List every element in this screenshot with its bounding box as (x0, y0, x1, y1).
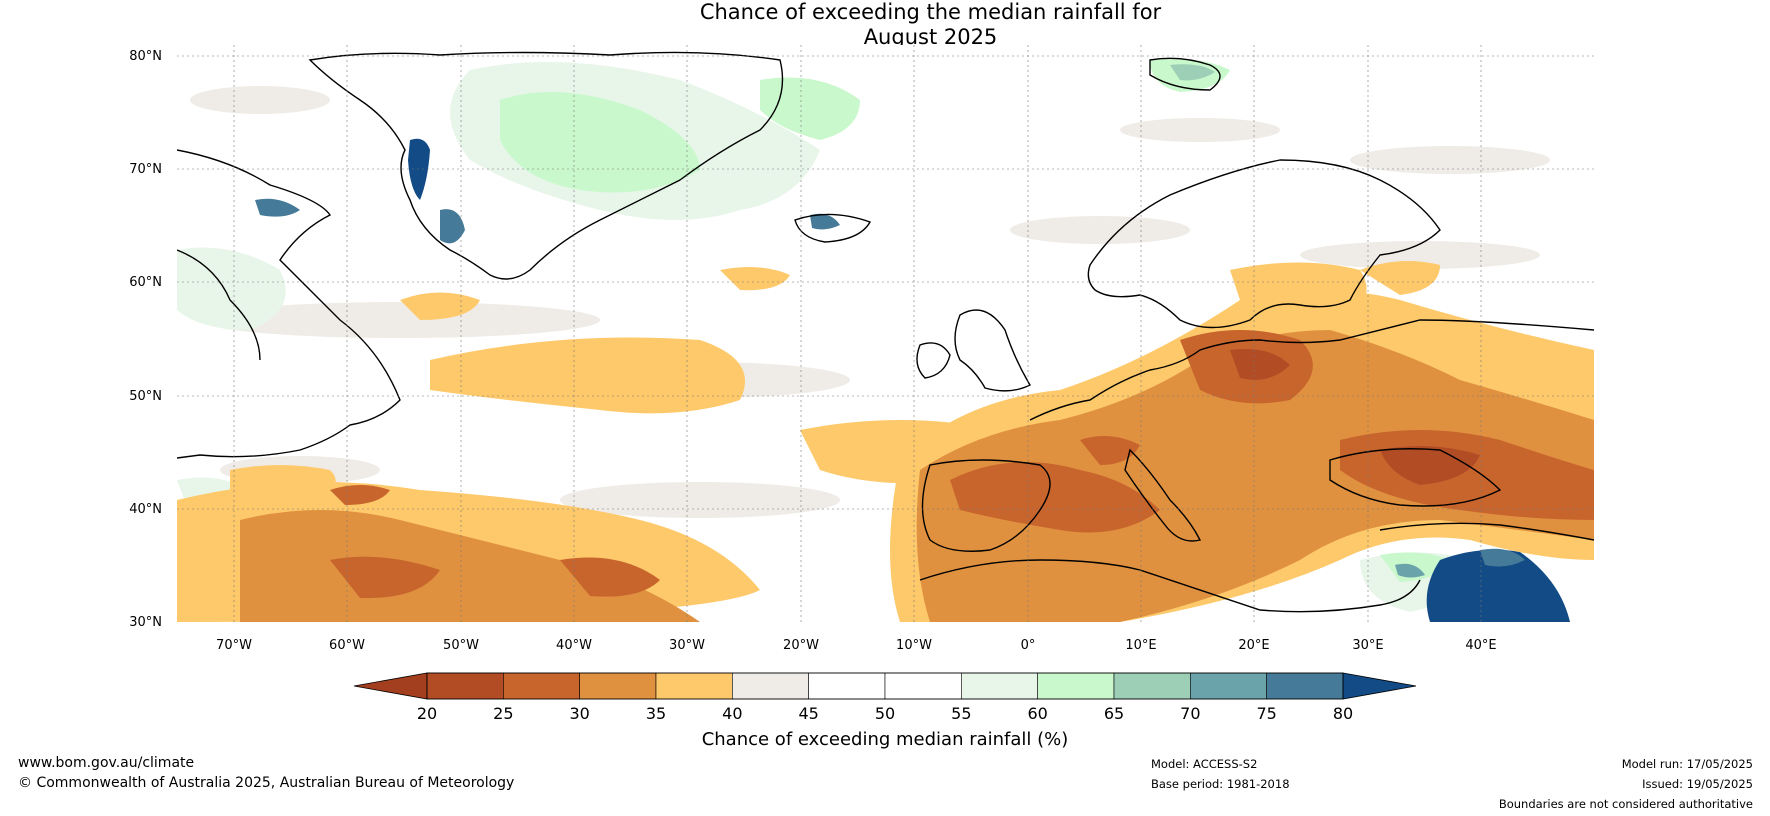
colorbar-tick-label: 35 (646, 704, 666, 723)
lat-label-50: 50°N (129, 389, 162, 404)
coastlines (177, 51, 1594, 613)
lon-label-30w: 30°W (669, 638, 705, 653)
colorbar-tick-label: 25 (493, 704, 513, 723)
website-text: www.bom.gov.au/climate (18, 755, 195, 771)
lon-label-20e: 20°E (1238, 638, 1269, 653)
colorbar-tick-label: 50 (875, 704, 895, 723)
colorbar-tick-label: 20 (417, 704, 437, 723)
colorbar-over-arrow (1342, 672, 1417, 700)
colorbar-boxes (426, 672, 1344, 700)
colorbar-tick-label: 70 (1180, 704, 1200, 723)
title-line-1: Chance of exceeding the median rainfall … (699, 0, 1162, 24)
colorbar-box (503, 672, 580, 700)
base-period-text: Base period: 1981-2018 (1151, 777, 1290, 791)
colorbar-frame (426, 672, 1344, 700)
lon-label-40e: 40°E (1465, 638, 1496, 653)
lat-label-30: 30°N (129, 615, 162, 630)
model-run-text: Model run: 17/05/2025 (1621, 757, 1753, 771)
lon-label-20w: 20°W (783, 638, 819, 653)
colorbar-box (808, 672, 886, 700)
lon-label-40w: 40°W (556, 638, 592, 653)
lon-label-70w: 70°W (216, 638, 252, 653)
below-median-patches (177, 261, 1594, 622)
colorbar-tick-label: 55 (951, 704, 971, 723)
lat-label-70: 70°N (129, 162, 162, 177)
colorbar-tick-label: 40 (722, 704, 742, 723)
colorbar-box (732, 672, 809, 700)
disclaimer-text: Boundaries are not considered authoritat… (1498, 797, 1753, 811)
colorbar-tick-label: 75 (1256, 704, 1276, 723)
colorbar-tick-label: 45 (798, 704, 818, 723)
colorbar-tick-label: 60 (1027, 704, 1047, 723)
lat-label-80: 80°N (129, 49, 162, 64)
latitude-labels: 80°N 70°N 60°N 50°N 40°N 30°N (129, 49, 162, 630)
colorbar-box (655, 672, 733, 700)
chart-title: Chance of exceeding the median rainfall … (0, 0, 1770, 50)
colorbar-ticks: 20 25 30 35 40 45 50 55 60 65 70 75 80 (417, 704, 1353, 723)
colorbar-label: Chance of exceeding median rainfall (%) (702, 729, 1069, 750)
colorbar-box (1190, 672, 1267, 700)
colorbar-tick-label: 65 (1104, 704, 1124, 723)
colorbar-tick-label: 80 (1333, 704, 1353, 723)
issued-text: Issued: 19/05/2025 (1642, 777, 1753, 791)
colorbar-box (426, 672, 504, 700)
copyright-text: © Commonwealth of Australia 2025, Austra… (18, 775, 515, 791)
lon-label-30e: 30°E (1352, 638, 1383, 653)
lon-label-0: 0° (1021, 638, 1036, 653)
colorbar-box (579, 672, 657, 700)
model-text: Model: ACCESS-S2 (1151, 757, 1258, 771)
lat-label-40: 40°N (129, 502, 162, 517)
graticule (177, 45, 1594, 622)
colorbar-box (1113, 672, 1191, 700)
colorbar-box (1037, 672, 1115, 700)
lon-label-60w: 60°W (329, 638, 365, 653)
colorbar: 20 25 30 35 40 45 50 55 60 65 70 75 80 Chance of exc… (353, 672, 1417, 750)
lon-label-50w: 50°W (443, 638, 479, 653)
longitude-labels: 70°W 60°W 50°W 40°W 30°W 20°W 10°W 0° 10… (216, 638, 1497, 653)
colorbar-box (1266, 672, 1344, 700)
lat-label-60: 60°N (129, 275, 162, 290)
colorbar-tick-label: 30 (569, 704, 589, 723)
colorbar-under-arrow (353, 672, 428, 700)
lon-label-10w: 10°W (896, 638, 932, 653)
map-panel (177, 45, 1594, 622)
colorbar-box (884, 672, 962, 700)
colorbar-box (961, 672, 1038, 700)
lon-label-10e: 10°E (1125, 638, 1156, 653)
